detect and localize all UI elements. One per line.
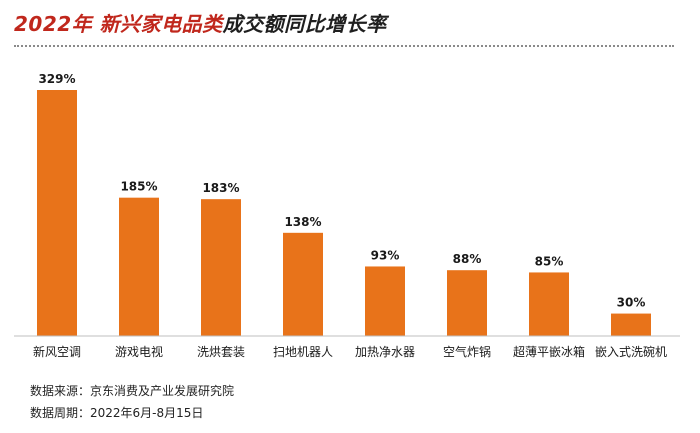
category-labels-group: 新风空调 游戏电视 洗烘套装 扫地机器人 加热净水器 空气炸锅 超薄平嵌冰箱 嵌入式洗碗机: [33, 344, 667, 359]
bar-2: [119, 197, 159, 336]
category-label-8: 嵌入式洗碗机: [595, 344, 667, 359]
value-labels-group: 329% 185% 183% 138% 93% 88% 85% 30%: [38, 72, 645, 310]
value-label-6: 88%: [453, 252, 482, 266]
value-label-8: 30%: [617, 296, 646, 310]
value-label-2: 185%: [120, 180, 157, 194]
value-label-5: 93%: [371, 248, 400, 262]
bar-4: [283, 232, 323, 336]
category-label-3: 洗烘套装: [197, 345, 245, 359]
bar-8: [611, 313, 651, 336]
bars-group: [37, 90, 651, 336]
bar-1: [37, 90, 77, 336]
category-label-6: 空气炸锅: [443, 344, 491, 359]
chart-title: 2022年 新兴家电品类成交额同比增长率: [14, 8, 387, 37]
value-label-1: 329%: [38, 72, 75, 86]
category-label-1: 新风空调: [33, 344, 81, 359]
data-period-note: 数据周期：2022年6月-8月15日: [30, 406, 204, 420]
category-label-7: 超薄平嵌冰箱: [513, 344, 585, 359]
bar-7: [529, 272, 569, 336]
data-source-note: 数据来源：京东消费及产业发展研究院: [30, 384, 235, 398]
bar-6: [447, 270, 487, 336]
category-label-5: 加热净水器: [355, 345, 415, 359]
bar-5: [365, 266, 405, 336]
value-label-3: 183%: [202, 181, 239, 195]
chart-title-accent: 2022年 新兴家电品类: [14, 12, 223, 36]
title-divider: [14, 45, 674, 47]
value-label-4: 138%: [284, 215, 321, 229]
category-label-2: 游戏电视: [115, 344, 163, 359]
bar-3: [201, 199, 241, 336]
value-label-7: 85%: [535, 254, 564, 268]
chart-title-rest: 成交额同比增长率: [222, 12, 387, 36]
category-label-4: 扫地机器人: [273, 345, 333, 359]
